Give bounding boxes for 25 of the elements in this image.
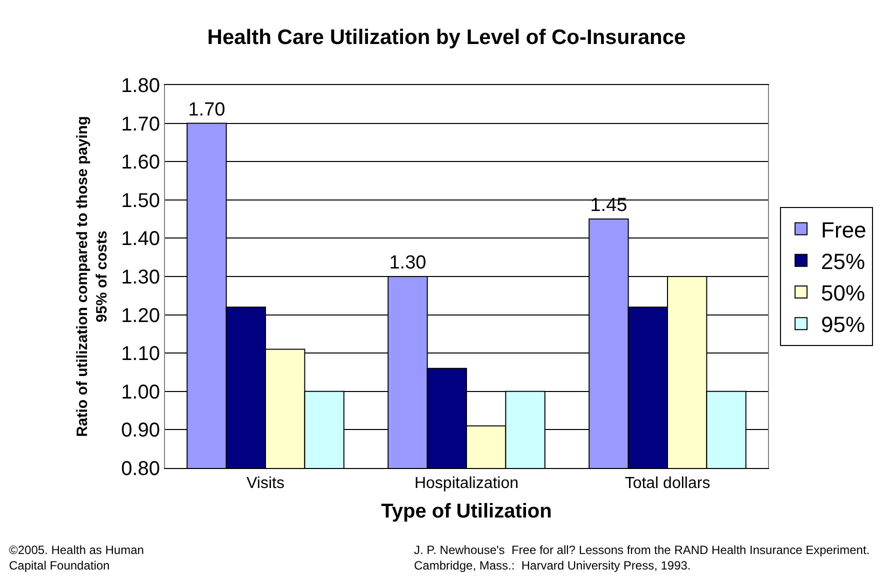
data-label: 1.30 (389, 252, 426, 274)
y-tick-label: 1.80 (121, 75, 160, 97)
y-tick-label: 0.80 (121, 458, 160, 480)
y-tick-label: 1.10 (121, 343, 160, 366)
x-tick-label: Visits (246, 475, 284, 492)
y-tick-label: 1.00 (121, 381, 160, 404)
y-tick-label: 1.40 (121, 228, 160, 250)
legend-label: 95% (821, 312, 866, 338)
data-label: 1.70 (188, 99, 226, 120)
chart-title: Health Care Utilization by Level of Co-Insurance (207, 26, 686, 50)
x-tick-label: Hospitalization (414, 475, 519, 492)
x-axis-title: Type of Utilization (381, 500, 552, 523)
y-tick-label: 1.20 (121, 304, 160, 327)
y-tick-label: 1.30 (121, 266, 160, 288)
x-tick-label: Total dollars (624, 475, 710, 492)
legend-label: Free (821, 217, 866, 242)
legend-label: 50% (821, 280, 866, 306)
y-tick-label: 0.90 (121, 420, 160, 442)
y-tick-label: 1.60 (121, 152, 160, 174)
text: ©2005. Health as Human Capital Foundation (9, 543, 144, 573)
y-tick-label: 1.70 (121, 113, 160, 136)
y-axis-title: Ratio of utilization compared to those paying 95% of costs (74, 116, 110, 437)
y-tick-label: 1.50 (121, 190, 160, 212)
legend-label: 25% (821, 248, 866, 274)
text: J. P. Newhouse's Free for all? Lessons from the RAND Health Insurance Experiment. Cambridge, Mass.: Harvard University Press, 1993. (414, 543, 870, 573)
